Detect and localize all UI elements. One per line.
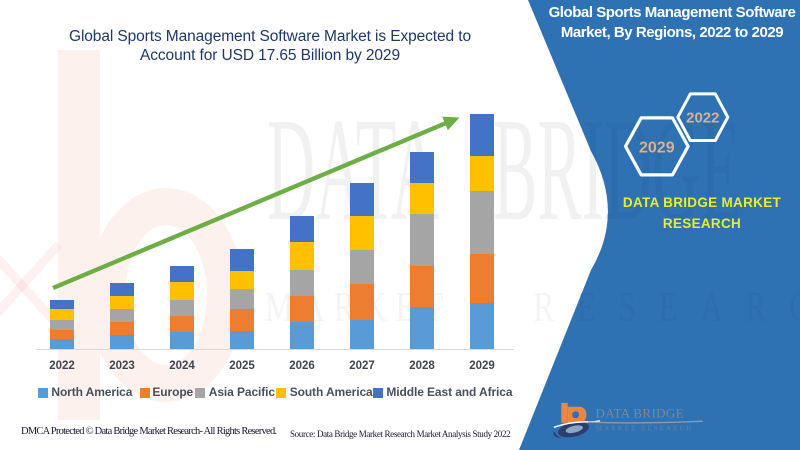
svg-text:2022: 2022 [686,110,719,127]
svg-text:2029: 2029 [639,140,675,157]
svg-text:DATA BRIDGE: DATA BRIDGE [596,406,684,421]
svg-text:MARKET RESEARCH: MARKET RESEARCH [596,425,693,432]
